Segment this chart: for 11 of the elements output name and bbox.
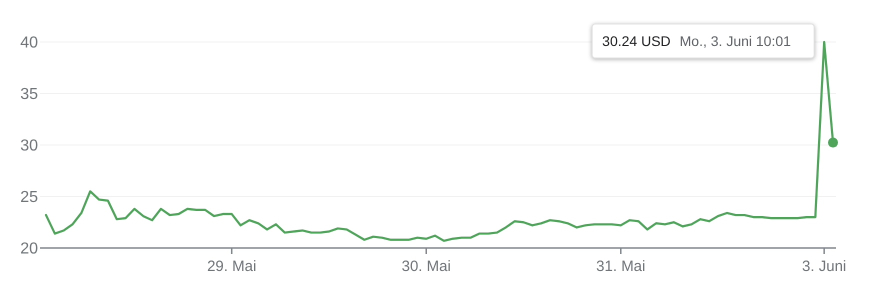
y-tick-label: 25 bbox=[20, 189, 38, 206]
y-tick-label: 30 bbox=[20, 138, 38, 155]
y-tick-label: 20 bbox=[20, 240, 38, 258]
y-tick-label: 40 bbox=[20, 34, 38, 52]
y-tick-label: 35 bbox=[20, 86, 38, 104]
x-tick-label: 29. Mai bbox=[207, 258, 256, 275]
x-tick-label: 31. Mai bbox=[596, 258, 646, 275]
annotation: Mo., 3. Juni 10:01 bbox=[680, 33, 792, 49]
x-tick-label: 3. Juni bbox=[802, 258, 846, 275]
annotation: 30.24 USD bbox=[602, 33, 671, 49]
x-tick-label: 30. Mai bbox=[402, 258, 451, 275]
